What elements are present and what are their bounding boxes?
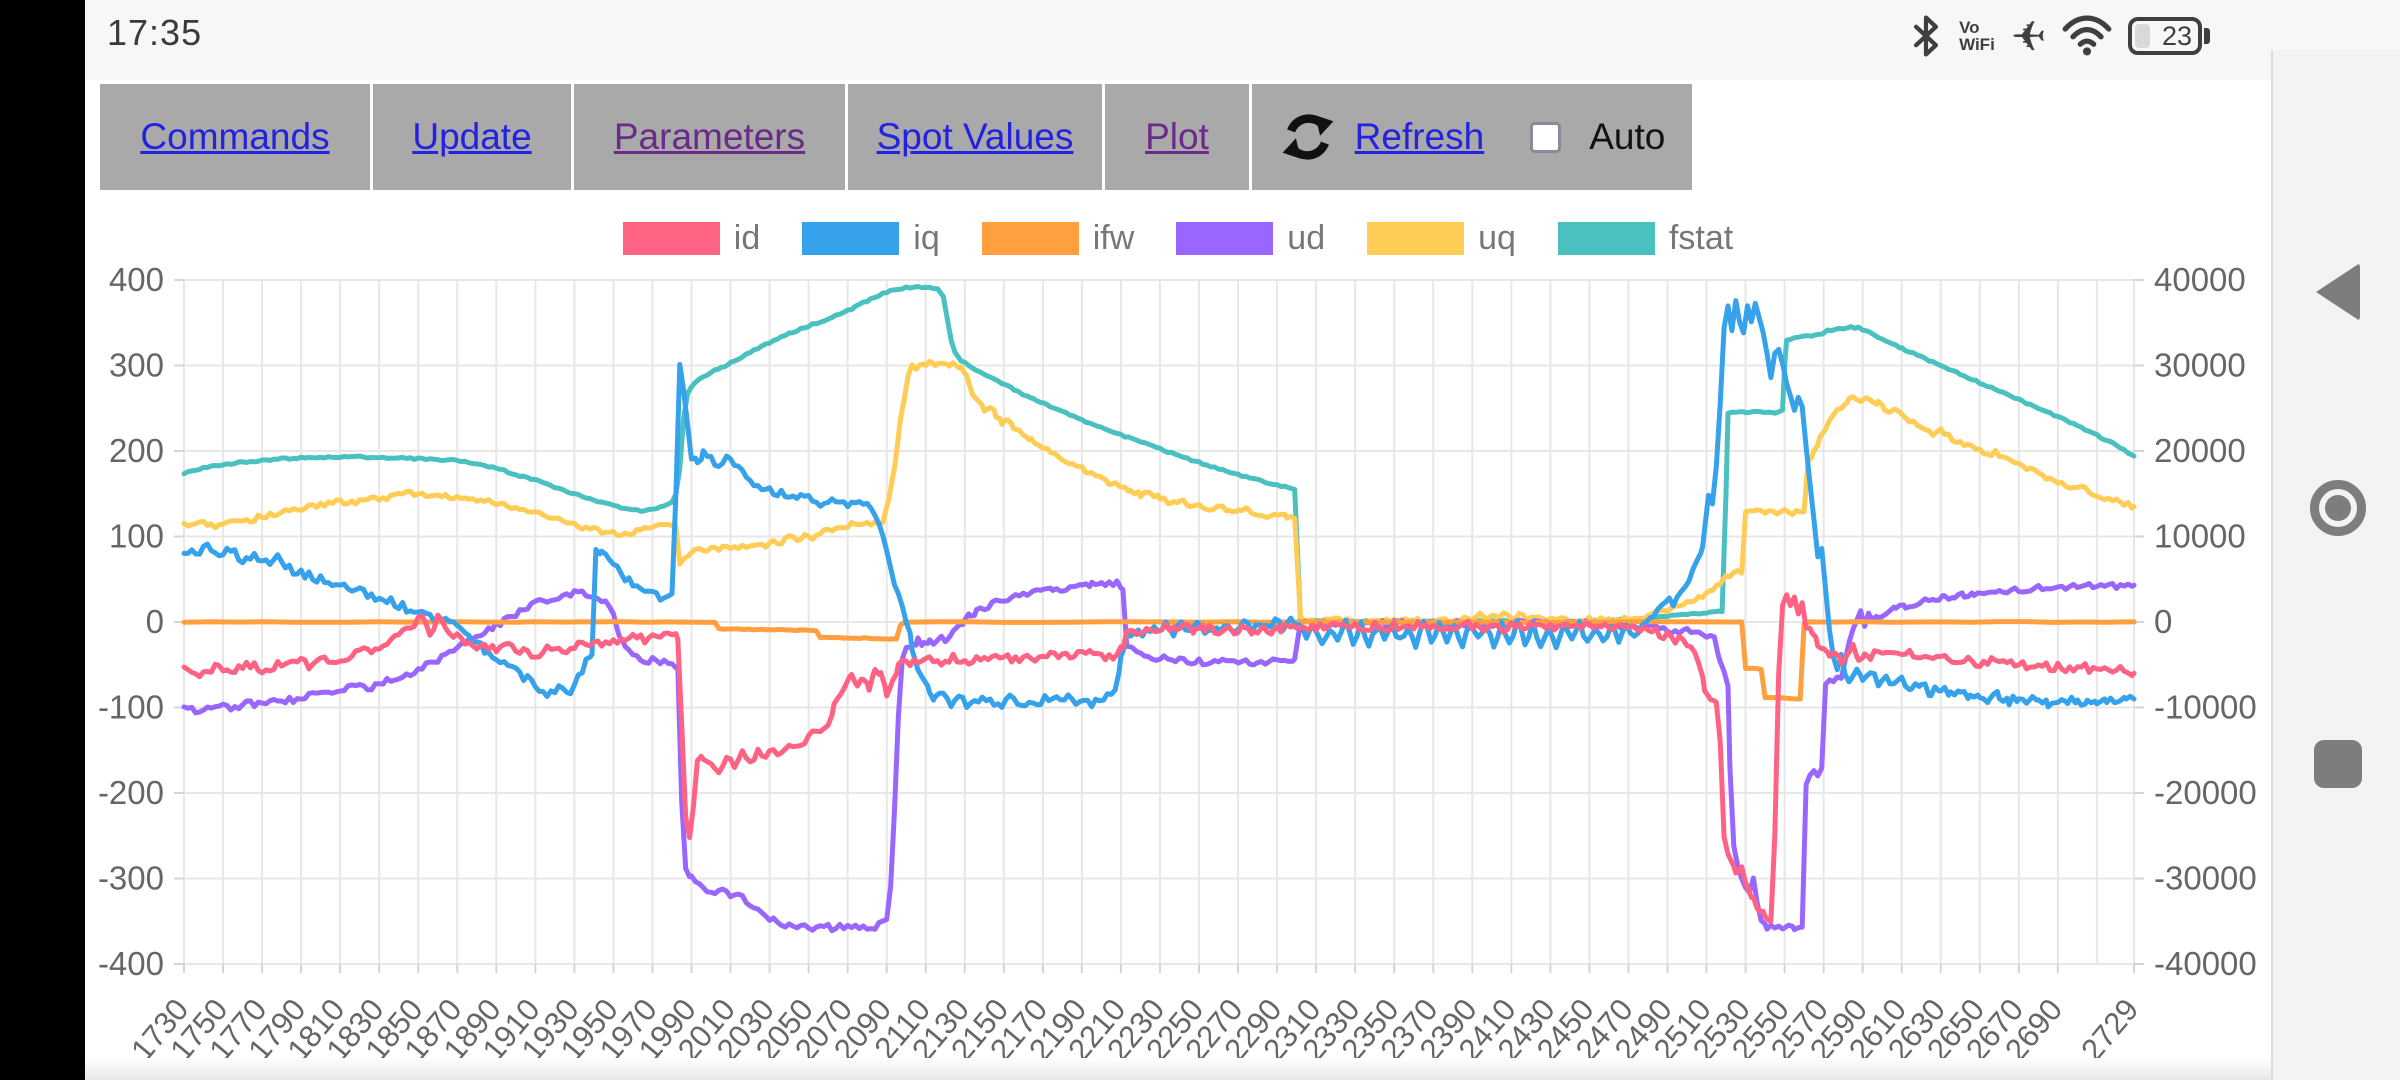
svg-text:0: 0: [2154, 603, 2172, 640]
legend-swatch-fstat: [1557, 221, 1655, 255]
android-back-button[interactable]: [2273, 263, 2400, 321]
svg-text:-100: -100: [98, 689, 164, 726]
menu-item-commands[interactable]: Commands: [100, 84, 373, 190]
menu-item-update[interactable]: Update: [373, 84, 574, 190]
menu-item-spot-values[interactable]: Spot Values: [848, 84, 1105, 190]
menu-item-plot[interactable]: Plot: [1105, 84, 1252, 190]
legend-item-uq[interactable]: uq: [1367, 219, 1516, 258]
legend-swatch-uq: [1367, 221, 1465, 255]
bluetooth-icon: [1914, 15, 1939, 57]
auto-label: Auto: [1589, 116, 1666, 157]
svg-text:10000: 10000: [2154, 518, 2246, 555]
android-recents-button[interactable]: [2273, 740, 2400, 788]
menu-item-parameters[interactable]: Parameters: [574, 84, 848, 190]
svg-text:30000: 30000: [2154, 347, 2246, 384]
chart-legend: id iq ifw ud uq fstat: [85, 214, 2271, 262]
legend-item-fstat[interactable]: fstat: [1557, 219, 1733, 258]
legend-swatch-id: [622, 221, 720, 255]
spot-values-link[interactable]: Spot Values: [876, 116, 1074, 157]
legend-item-id[interactable]: id: [622, 219, 760, 258]
page-bottom-edge: [85, 1058, 2271, 1080]
legend-swatch-ifw: [981, 221, 1079, 255]
legend-item-ud[interactable]: ud: [1176, 219, 1325, 258]
legend-item-ifw[interactable]: ifw: [981, 219, 1134, 258]
status-icons: Vo WiFi ✈ 23: [1909, 10, 2210, 62]
svg-text:-200: -200: [98, 774, 164, 811]
auto-checkbox[interactable]: [1530, 121, 1562, 153]
plot-link[interactable]: Plot: [1145, 116, 1209, 157]
svg-text:400: 400: [109, 261, 164, 298]
battery-icon: 23: [2128, 17, 2210, 55]
clock: 17:35: [107, 12, 203, 53]
parameters-link[interactable]: Parameters: [613, 116, 806, 157]
wifi-icon: [2062, 15, 2112, 56]
legend-item-iq[interactable]: iq: [802, 219, 940, 258]
svg-text:-300: -300: [98, 860, 164, 897]
svg-text:-30000: -30000: [2154, 860, 2257, 897]
svg-text:-400: -400: [98, 945, 164, 982]
battery-percent: 23: [2161, 20, 2192, 51]
back-triangle-icon: [2315, 263, 2360, 321]
screen-edge-strip: [0, 0, 85, 1080]
update-link[interactable]: Update: [412, 116, 532, 157]
legend-swatch-ud: [1176, 221, 1274, 255]
commands-link[interactable]: Commands: [140, 116, 330, 157]
refresh-link[interactable]: Refresh: [1354, 116, 1485, 157]
legend-swatch-iq: [802, 221, 900, 255]
home-circle-icon: [2309, 480, 2366, 536]
line-chart: 400 300 200 100 0 -100 -200 -300 -400 40000 30000 2…: [98, 261, 2257, 1067]
svg-text:2729: 2729: [2074, 992, 2145, 1067]
airplane-mode-icon: ✈: [2010, 12, 2046, 60]
refresh-icon[interactable]: [1279, 108, 1337, 166]
svg-text:20000: 20000: [2154, 432, 2246, 469]
svg-text:200: 200: [109, 432, 164, 469]
menu-bar: Commands Update Parameters Spot Values P…: [100, 84, 1692, 190]
vowifi-icon: Vo WiFi: [1959, 18, 1995, 54]
status-bar: 17:35 Vo WiFi ✈ 23: [85, 0, 2400, 80]
android-nav-rail: [2271, 50, 2400, 1080]
svg-text:40000: 40000: [2154, 261, 2246, 298]
svg-text:-40000: -40000: [2154, 945, 2257, 982]
svg-text:100: 100: [109, 518, 164, 555]
svg-text:300: 300: [109, 347, 164, 384]
menu-item-refresh: Refresh Auto: [1252, 84, 1692, 190]
svg-text:-20000: -20000: [2154, 774, 2257, 811]
svg-text:0: 0: [146, 603, 164, 640]
recents-square-icon: [2313, 740, 2362, 788]
svg-text:-10000: -10000: [2154, 689, 2257, 726]
android-home-button[interactable]: [2273, 480, 2400, 536]
